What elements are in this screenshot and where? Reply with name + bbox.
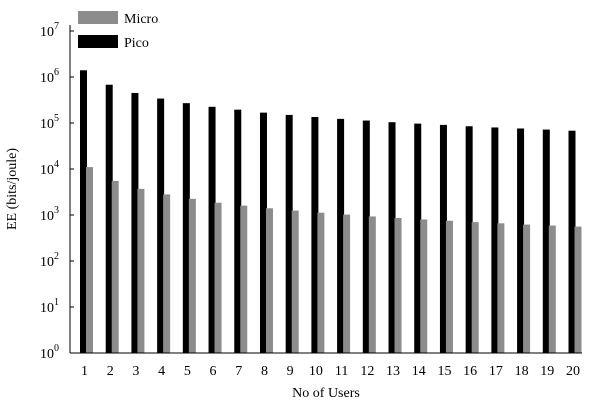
bar-pico <box>439 124 447 353</box>
bar-pico <box>182 103 190 354</box>
bar-pico <box>388 122 396 354</box>
bar-micro <box>86 167 93 353</box>
bar-pico <box>491 127 499 354</box>
bar-micro <box>240 205 248 353</box>
bar-micro <box>394 218 402 353</box>
y-tick-label: 103 <box>40 205 59 224</box>
bar-pico <box>234 109 242 353</box>
x-tick-label: 10 <box>309 364 323 379</box>
bar-pico <box>80 70 87 353</box>
bar-micro <box>163 194 171 353</box>
x-tick-label: 2 <box>107 364 114 379</box>
bar-micro <box>420 219 428 353</box>
bar-micro <box>137 188 145 353</box>
y-tick-label: 100 <box>40 343 59 362</box>
y-tick-label: 102 <box>40 251 59 270</box>
bar-pico <box>465 126 473 353</box>
y-tick-label: 104 <box>40 159 59 178</box>
bar-pico <box>542 129 550 353</box>
x-tick-label: 20 <box>566 364 580 379</box>
x-tick-label: 11 <box>335 364 348 379</box>
bar-micro <box>291 210 299 353</box>
x-tick-label: 5 <box>184 364 191 379</box>
bar-pico <box>337 118 345 353</box>
x-tick-label: 6 <box>210 364 217 379</box>
y-tick-label: 101 <box>40 297 59 316</box>
bar-micro <box>523 224 531 353</box>
bar-pico <box>131 92 139 354</box>
x-tick-label: 19 <box>540 364 554 379</box>
bar-pico <box>157 98 165 353</box>
bar-micro <box>497 223 505 353</box>
bar-micro <box>445 220 453 353</box>
bar-pico <box>362 120 370 354</box>
x-tick-label: 1 <box>81 364 88 379</box>
bar-pico <box>311 117 319 354</box>
x-tick-label: 7 <box>235 364 242 379</box>
x-axis-title: No of Users <box>292 386 360 401</box>
bar-pico <box>414 123 422 354</box>
x-tick-label: 14 <box>412 364 426 379</box>
bar-micro <box>471 222 479 353</box>
bar-micro <box>548 225 556 353</box>
x-ticks-group: 1 2 3 4 5 6 7 8 9 10 11 12 13 14 15 16 17 18 19 20 <box>81 364 580 379</box>
bar-pico <box>285 114 293 353</box>
x-tick-label: 16 <box>463 364 477 379</box>
bar-micro <box>317 212 325 353</box>
bar-micro <box>574 226 582 353</box>
x-tick-label: 15 <box>437 364 451 379</box>
legend-swatch-micro <box>78 11 118 24</box>
bar-micro <box>343 214 351 353</box>
x-tick-label: 12 <box>360 364 374 379</box>
bar-micro <box>368 216 376 353</box>
bar-pico <box>568 130 576 353</box>
x-tick-label: 9 <box>287 364 294 379</box>
bar-pico <box>259 112 267 353</box>
y-tick-label: 107 <box>40 21 59 40</box>
bar-pico <box>208 106 216 353</box>
x-tick-label: 3 <box>132 364 139 379</box>
x-tick-label: 13 <box>386 364 400 379</box>
bar-pico <box>105 84 113 353</box>
y-tick-label: 106 <box>40 67 59 86</box>
bar-micro <box>265 208 273 353</box>
x-tick-label: 18 <box>515 364 529 379</box>
y-tick-label: 105 <box>40 113 59 132</box>
y-ticks-group: 100 101 102 103 104 105 106 107 <box>40 21 74 362</box>
bar-micro <box>188 198 196 353</box>
y-axis-title: EE (bits/joule) <box>5 148 20 230</box>
legend-label-micro: Micro <box>124 12 158 27</box>
bar-micro <box>111 180 119 353</box>
x-tick-label: 17 <box>489 364 503 379</box>
legend-swatch-pico <box>78 35 118 48</box>
x-tick-label: 4 <box>158 364 165 379</box>
legend: Micro Pico <box>78 11 158 51</box>
bars-group <box>80 70 582 354</box>
legend-label-pico: Pico <box>124 36 149 51</box>
bar-micro <box>214 202 222 353</box>
bar-pico <box>517 128 525 353</box>
x-tick-label: 8 <box>261 364 268 379</box>
